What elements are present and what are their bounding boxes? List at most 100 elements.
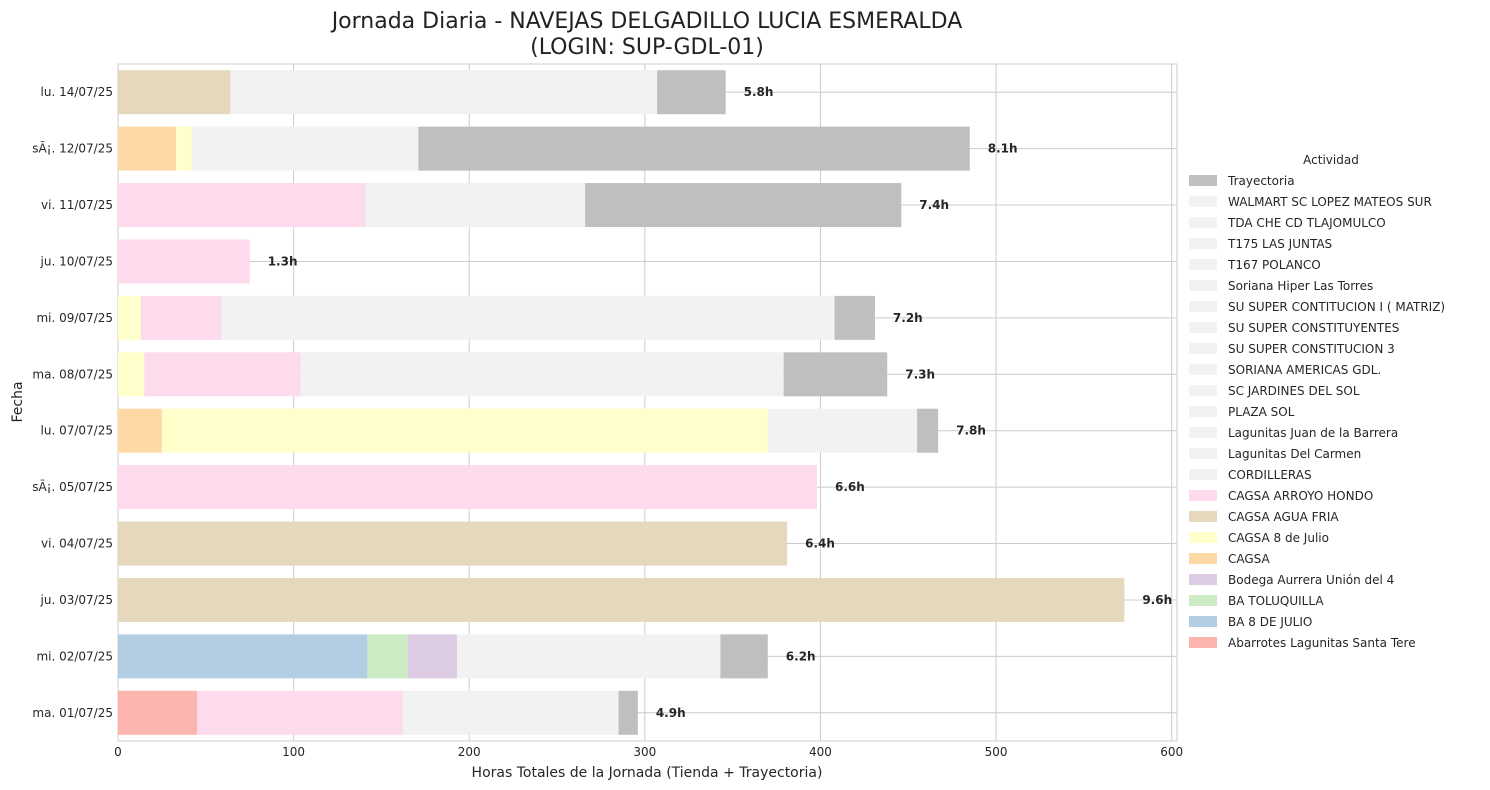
- bar-segment: [140, 295, 222, 340]
- legend-swatch: [1189, 511, 1217, 522]
- legend-label: Lagunitas Del Carmen: [1228, 447, 1361, 461]
- bar-segment: [118, 352, 145, 397]
- bar-segment: [221, 295, 835, 340]
- legend-label: CAGSA 8 de Julio: [1228, 531, 1329, 545]
- bar-total-label: 5.8h: [744, 85, 774, 99]
- legend-label: SU SUPER CONSTITUYENTES: [1228, 321, 1399, 335]
- y-tick-label: lu. 07/07/25: [41, 424, 113, 438]
- bar-total-label: 6.4h: [805, 537, 835, 551]
- legend-label: CORDILLERAS: [1228, 468, 1312, 482]
- bar-segment: [767, 408, 918, 453]
- y-tick-label: mi. 09/07/25: [36, 311, 113, 325]
- legend-title: Actividad: [1303, 153, 1359, 167]
- y-tick-label: ma. 01/07/25: [32, 706, 113, 720]
- bar-total-label: 7.3h: [905, 367, 935, 381]
- bar-segment: [197, 690, 403, 735]
- legend-swatch: [1189, 448, 1217, 459]
- legend: Actividad Trayectoria WALMART SC LOPEZ MA…: [1182, 150, 1480, 656]
- bar-segment: [118, 70, 231, 115]
- bar-segment: [917, 408, 939, 453]
- x-axis-label: Horas Totales de la Jornada (Tienda + Tr…: [472, 765, 823, 781]
- legend-swatch: [1189, 343, 1217, 354]
- bar-total-label: 8.1h: [988, 142, 1018, 156]
- bar-segment: [365, 183, 586, 228]
- bar-total-label: 4.9h: [656, 706, 686, 720]
- legend-swatch: [1189, 301, 1217, 312]
- bar-segment: [118, 521, 788, 566]
- legend-background: [1182, 150, 1480, 656]
- legend-label: TDA CHE CD TLAJOMULCO: [1227, 216, 1386, 230]
- legend-swatch: [1189, 217, 1217, 228]
- legend-swatch: [1189, 280, 1217, 291]
- y-tick-label: ju. 10/07/25: [40, 254, 113, 268]
- bar-segment: [618, 690, 638, 735]
- y-tick-labels: lu. 14/07/25 sÃ¡. 12/07/25 vi. 11/07/25 ju.…: [32, 85, 113, 720]
- legend-swatch: [1189, 175, 1217, 186]
- bar-segment: [783, 352, 888, 397]
- bar-segment: [118, 577, 1125, 622]
- legend-label: BA TOLUQUILLA: [1228, 594, 1324, 608]
- legend-label: SU SUPER CONTITUCION I ( MATRIZ): [1228, 300, 1445, 314]
- bar-total-label: 7.2h: [893, 311, 923, 325]
- bar-segment: [407, 634, 457, 679]
- bar-segment: [118, 690, 198, 735]
- legend-swatch: [1189, 532, 1217, 543]
- bar-segment: [418, 126, 970, 171]
- legend-label: CAGSA: [1228, 552, 1271, 566]
- bar-segment: [118, 126, 176, 171]
- legend-label: SU SUPER CONSTITUCION 3: [1228, 342, 1395, 356]
- bar-segment: [367, 634, 408, 679]
- legend-label: Abarrotes Lagunitas Santa Tere: [1228, 636, 1416, 650]
- legend-label: CAGSA ARROYO HONDO: [1228, 489, 1373, 503]
- bar-segment: [230, 70, 658, 115]
- x-tick-label: 600: [1160, 745, 1183, 759]
- bar-total-label: 6.2h: [786, 649, 816, 663]
- legend-label: CAGSA AGUA FRIA: [1228, 510, 1339, 524]
- chart-title: Jornada Diaria - NAVEJAS DELGADILLO LUCI…: [330, 9, 963, 34]
- y-tick-label: sÃ¡. 12/07/25: [32, 141, 113, 156]
- bar-segment: [144, 352, 301, 397]
- y-tick-label: lu. 14/07/25: [41, 85, 113, 99]
- bar-segment: [118, 634, 368, 679]
- bar-segment: [118, 465, 817, 510]
- x-tick-label: 500: [985, 745, 1008, 759]
- legend-swatch: [1189, 259, 1217, 270]
- bars: 5.8h 8.1h 7.4h 1.3h 7.2h 7.3h 7.8h 6.6h 6.4h 9.6h…: [118, 70, 1172, 735]
- legend-swatch: [1189, 490, 1217, 501]
- y-tick-label: vi. 11/07/25: [41, 198, 113, 212]
- legend-swatch: [1189, 238, 1217, 249]
- bar-segment: [161, 408, 768, 453]
- bar-total-label: 6.6h: [835, 480, 865, 494]
- legend-swatch: [1189, 553, 1217, 564]
- legend-label: Bodega Aurrera Unión del 4: [1228, 573, 1394, 587]
- legend-swatch: [1189, 616, 1217, 627]
- bar-segment: [657, 70, 726, 115]
- legend-swatch: [1189, 406, 1217, 417]
- x-tick-label: 0: [114, 745, 122, 759]
- y-tick-label: vi. 04/07/25: [41, 537, 113, 551]
- legend-label: WALMART SC LOPEZ MATEOS SUR: [1228, 195, 1432, 209]
- bar-segment: [118, 239, 250, 284]
- y-tick-label: mi. 02/07/25: [36, 649, 113, 663]
- x-tick-label: 100: [282, 745, 305, 759]
- bar-total-label: 1.3h: [268, 254, 298, 268]
- y-tick-label: ju. 03/07/25: [40, 593, 113, 607]
- legend-swatch: [1189, 322, 1217, 333]
- legend-swatch: [1189, 469, 1217, 480]
- bar-segment: [175, 126, 192, 171]
- bar-segment: [834, 295, 875, 340]
- bar-total-label: 7.8h: [956, 424, 986, 438]
- legend-swatch: [1189, 385, 1217, 396]
- legend-label: PLAZA SOL: [1228, 405, 1295, 419]
- y-tick-label: ma. 08/07/25: [32, 367, 113, 381]
- bar-segment: [118, 183, 366, 228]
- legend-swatch: [1189, 595, 1217, 606]
- legend-label: Trayectoria: [1227, 174, 1295, 188]
- bar-total-label: 9.6h: [1142, 593, 1172, 607]
- x-tick-labels: 0 100 200 300 400 500 600: [114, 745, 1183, 759]
- bar-segment: [456, 634, 721, 679]
- bar-segment: [300, 352, 784, 397]
- bar-total-label: 7.4h: [919, 198, 949, 212]
- bar-segment: [191, 126, 419, 171]
